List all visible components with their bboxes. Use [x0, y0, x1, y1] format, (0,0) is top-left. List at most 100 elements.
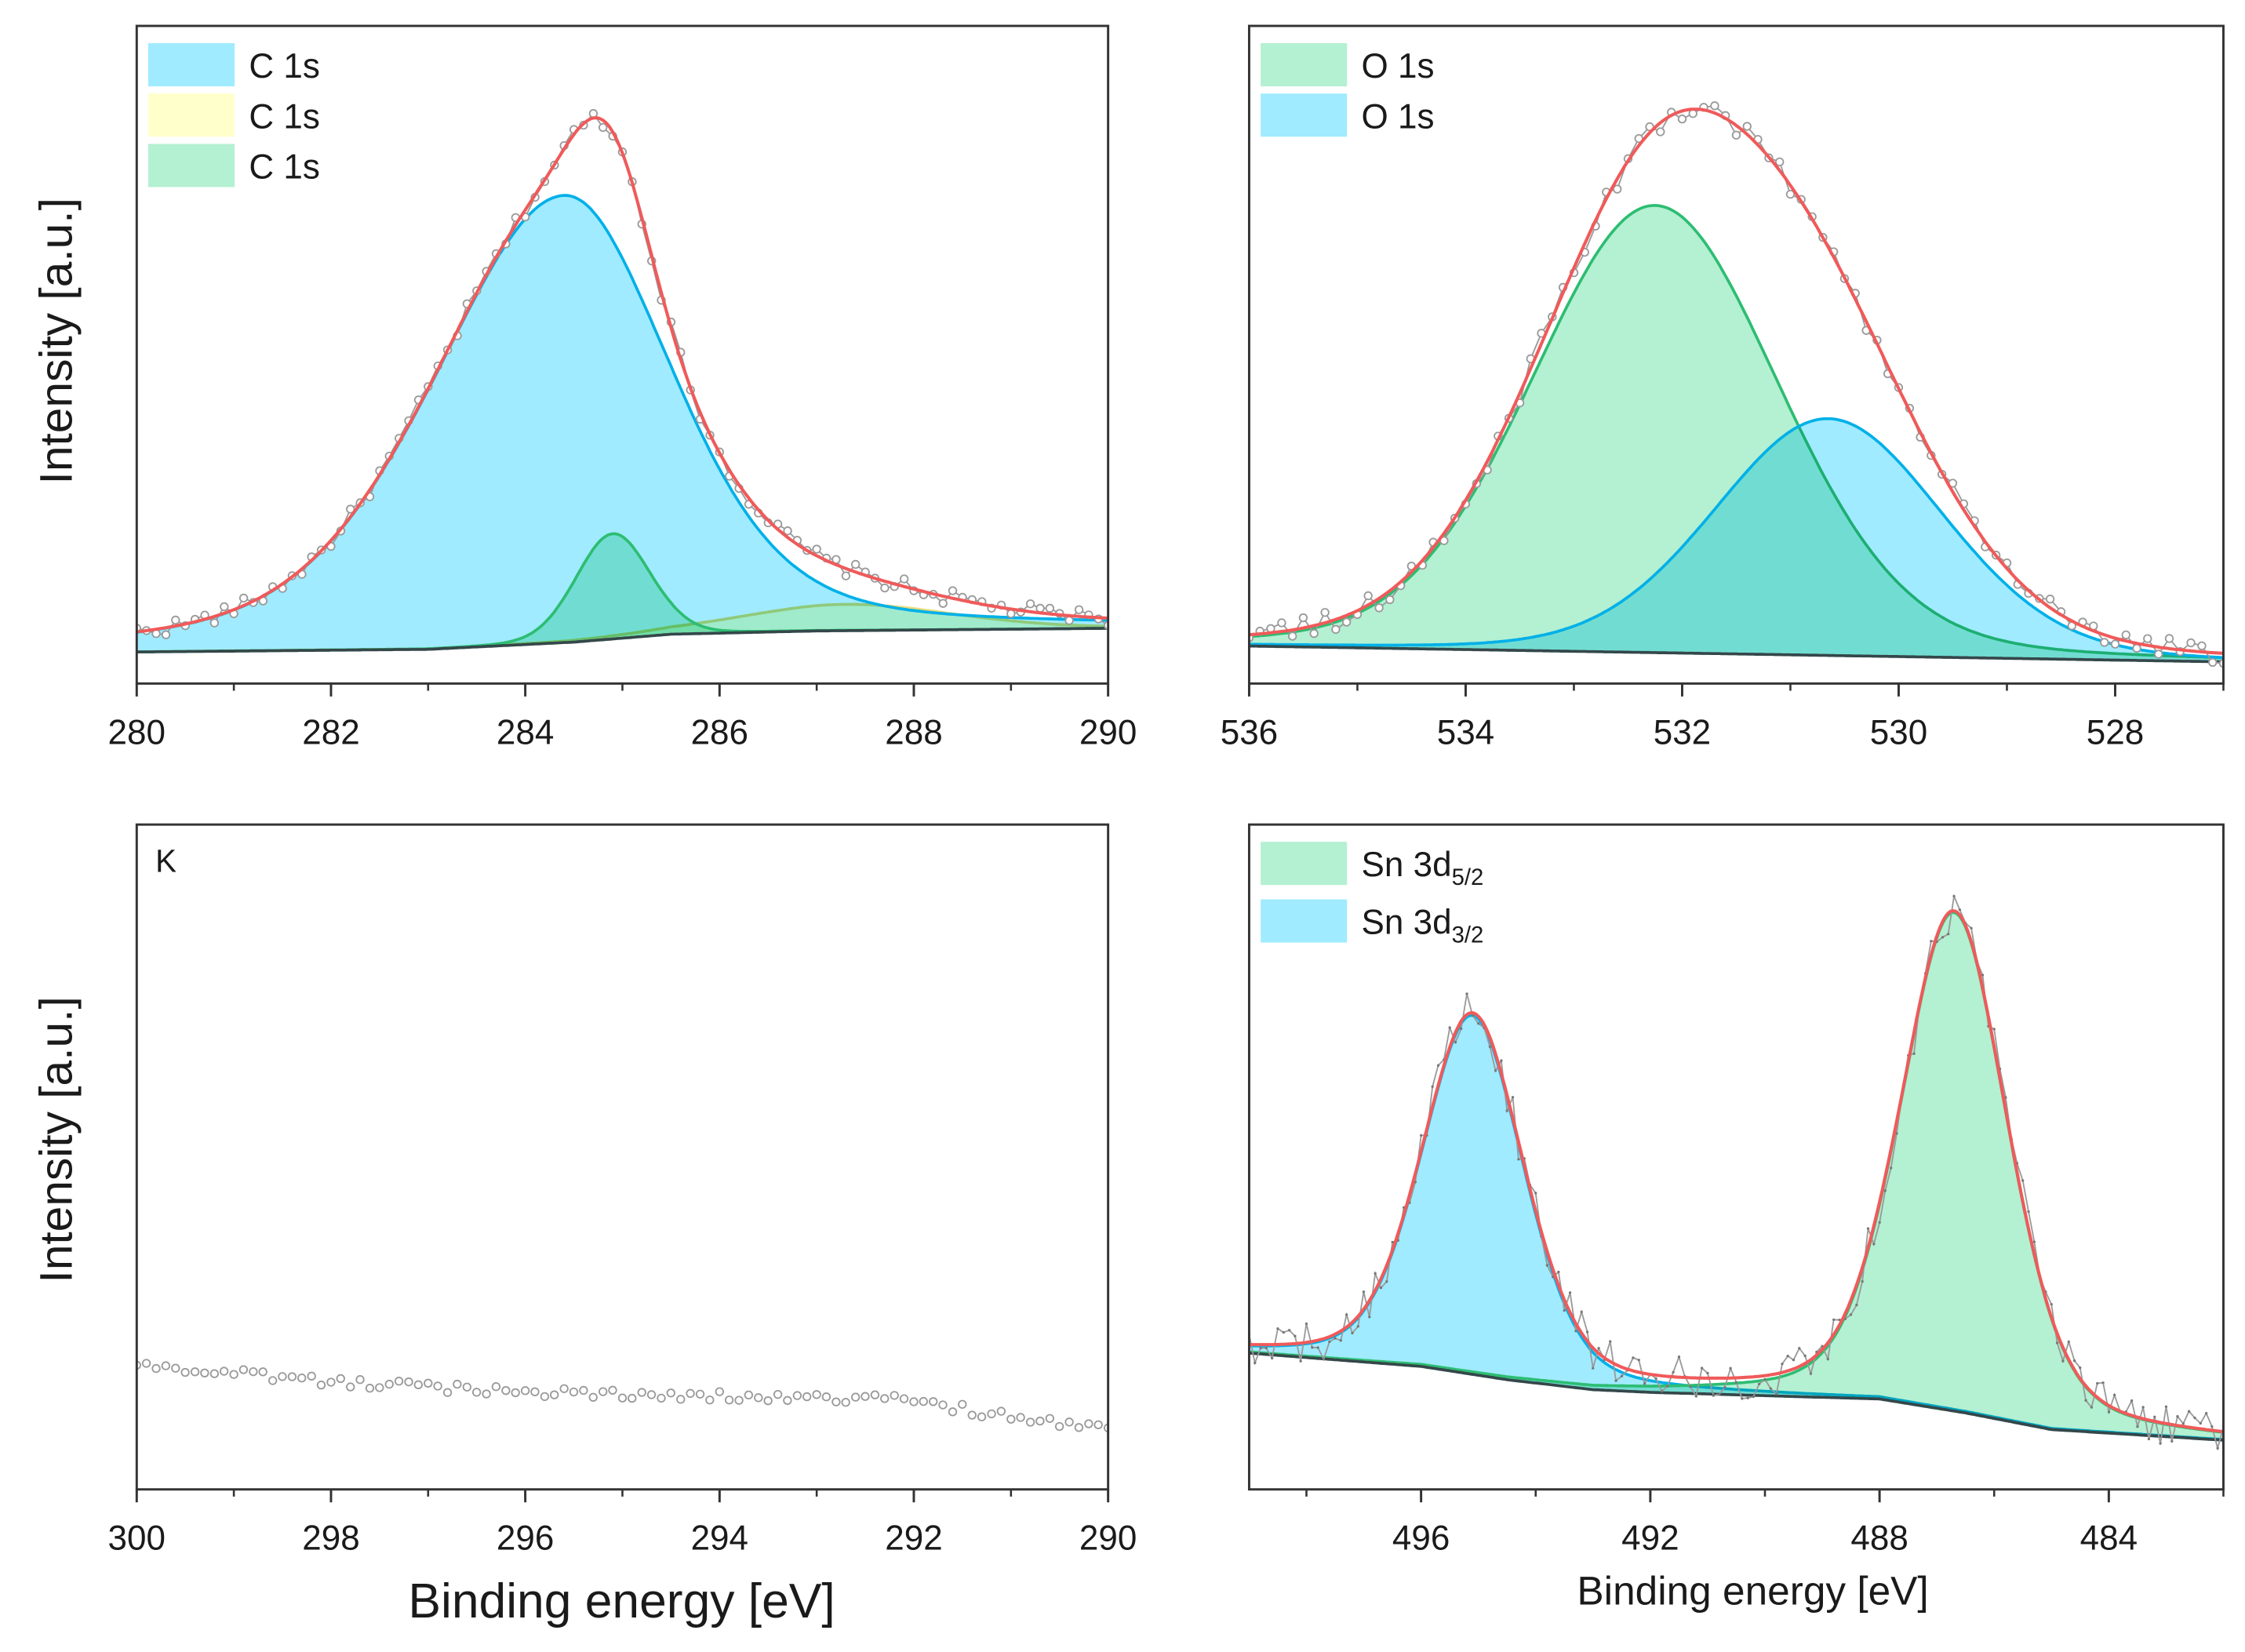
data-point	[1706, 1371, 1709, 1375]
data-point	[238, 593, 249, 603]
data-point	[2079, 1366, 2082, 1370]
data-point	[1763, 1377, 1767, 1381]
x-tick-label: 290	[1079, 1519, 1137, 1558]
data-point	[2181, 1422, 2185, 1425]
data-point	[657, 1393, 666, 1403]
data-point	[938, 599, 948, 608]
data-point	[1992, 1028, 1996, 1031]
data-point	[1344, 1313, 1348, 1316]
data-point	[1712, 1394, 1715, 1397]
data-point	[413, 1380, 424, 1390]
data-point	[1752, 1395, 1755, 1399]
x-tick-label: 280	[108, 713, 166, 751]
data-point	[1379, 1286, 1383, 1290]
legend-item: Sn 3d5/2	[1261, 842, 1483, 890]
data-point	[540, 1392, 550, 1402]
data-point	[1391, 1240, 1394, 1244]
peak-fill-blue	[1249, 1015, 2224, 1440]
y-axis-label-bottom: Intensity [a.u.]	[31, 996, 82, 1283]
data-point	[2027, 1210, 2030, 1214]
data-point	[1557, 1270, 1560, 1274]
data-point	[1832, 1318, 1836, 1322]
data-point	[1958, 908, 1962, 912]
data-point	[1545, 1264, 1549, 1267]
data-point	[219, 1366, 229, 1376]
data-point	[482, 1389, 491, 1399]
data-point	[559, 1384, 569, 1393]
legend-item: C 1s	[147, 93, 320, 137]
data-point	[2186, 638, 2196, 648]
data-point	[1672, 1370, 1675, 1374]
data-point	[2067, 1341, 2070, 1344]
data-point	[599, 122, 608, 133]
x-tick-label: 284	[497, 713, 554, 751]
legend-swatch-green	[147, 144, 235, 187]
data-point	[1792, 1359, 1796, 1362]
data-point	[346, 504, 355, 514]
background-line	[136, 627, 1108, 654]
data-point	[1734, 1381, 1738, 1384]
data-point	[316, 1381, 326, 1390]
data-point	[161, 630, 171, 639]
data-point	[2176, 1415, 2179, 1418]
data-point	[588, 1392, 598, 1402]
envelope-fit-line	[1249, 908, 2224, 1434]
data-point	[200, 1368, 209, 1377]
data-point	[171, 615, 180, 625]
envelope-fit-line	[136, 116, 1108, 634]
data-point	[1878, 1221, 1881, 1224]
data-point	[2045, 595, 2055, 604]
data-point	[646, 1390, 657, 1399]
data-point	[1613, 184, 1622, 194]
data-point	[1277, 618, 1286, 628]
data-point	[608, 1385, 617, 1395]
data-point	[1287, 631, 1297, 641]
data-point	[1866, 1227, 1870, 1230]
data-point	[1746, 1396, 1749, 1399]
data-point	[258, 1367, 267, 1377]
data-point	[2107, 1410, 2111, 1414]
data-point	[705, 1395, 715, 1405]
data-point	[2164, 1405, 2168, 1408]
legend-label: O 1s	[1362, 47, 1435, 86]
data-point	[792, 1391, 802, 1400]
data-point	[1757, 1382, 1761, 1386]
peak-fill-blue	[1249, 418, 2224, 662]
data-point	[1045, 1414, 1055, 1423]
data-point	[1025, 1417, 1035, 1427]
data-point	[734, 1395, 744, 1405]
data-point	[433, 1381, 442, 1391]
plot-area	[136, 109, 1108, 654]
data-point	[2159, 1442, 2162, 1445]
data-point	[1363, 591, 1373, 601]
data-point	[1592, 1366, 1595, 1370]
data-point	[958, 1399, 967, 1409]
data-point	[588, 109, 599, 118]
legend-label-main: O 1s	[1362, 47, 1435, 86]
data-point	[1054, 1421, 1064, 1432]
panel-o1s: 536 534 532 530 528 O 1s O 1s	[1221, 24, 2225, 751]
legend-label: C 1s	[249, 147, 320, 186]
legend-item: C 1s	[147, 144, 320, 187]
data-point	[1517, 1158, 1520, 1161]
data-point	[2164, 634, 2174, 643]
data-point	[2121, 630, 2130, 640]
data-point	[1074, 1423, 1084, 1432]
data-point	[1580, 1310, 1583, 1314]
peak-fill-green	[136, 533, 1108, 653]
data-point	[1677, 1355, 1681, 1359]
data-point	[1637, 1359, 1640, 1362]
data-point	[2147, 1437, 2151, 1441]
data-point	[1534, 1192, 1537, 1195]
x-tick-label: 300	[108, 1519, 166, 1558]
data-point	[1930, 940, 1933, 943]
data-point	[2143, 634, 2152, 643]
data-point	[1309, 628, 1319, 639]
peak-fill-green	[1249, 205, 2224, 662]
data-point	[977, 1412, 987, 1421]
data-point	[870, 1390, 880, 1399]
data-point	[1331, 624, 1341, 635]
plot-area	[1249, 893, 2224, 1451]
peak-fill-green	[1249, 912, 2224, 1440]
